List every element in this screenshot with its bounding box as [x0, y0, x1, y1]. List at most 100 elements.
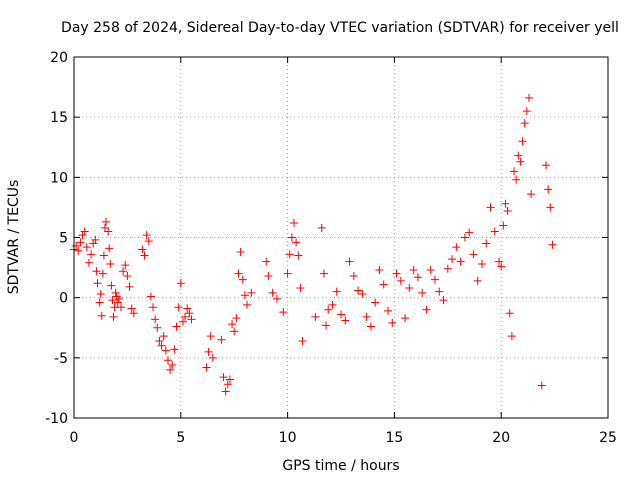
data-point	[456, 257, 465, 266]
data-point	[111, 288, 120, 297]
data-point	[516, 157, 525, 166]
data-point	[108, 296, 117, 305]
data-point	[460, 233, 469, 242]
y-tick-label: 5	[59, 231, 68, 247]
data-point	[505, 309, 514, 318]
data-point	[497, 262, 506, 271]
data-point	[499, 221, 508, 230]
data-point	[80, 227, 89, 236]
data-point	[520, 119, 529, 128]
data-point	[527, 190, 536, 199]
y-tick-label: 0	[59, 291, 68, 307]
data-point	[89, 239, 98, 248]
data-point	[153, 323, 162, 332]
data-point	[163, 356, 172, 365]
data-point	[243, 300, 252, 309]
data-point	[317, 223, 326, 232]
data-point	[510, 167, 519, 176]
y-tick-label: -5	[54, 351, 68, 367]
data-point	[74, 246, 83, 255]
data-point	[92, 267, 101, 276]
data-point	[106, 259, 115, 268]
data-point	[426, 265, 435, 274]
x-tick-label: 25	[599, 430, 617, 446]
data-point	[129, 309, 138, 318]
data-point	[142, 231, 151, 240]
data-point	[465, 228, 474, 237]
data-point	[349, 272, 358, 281]
data-point	[221, 387, 230, 396]
data-point	[102, 217, 111, 226]
data-point	[418, 288, 427, 297]
data-point	[114, 294, 123, 303]
data-point	[290, 219, 299, 228]
y-tick-label: 20	[50, 50, 68, 66]
data-point	[138, 245, 147, 254]
data-point	[503, 207, 512, 216]
data-point	[324, 305, 333, 314]
data-point	[159, 332, 168, 341]
data-point	[392, 269, 401, 278]
data-point	[202, 363, 211, 372]
data-point	[166, 365, 175, 374]
data-point	[469, 250, 478, 259]
data-point	[161, 346, 170, 355]
x-axis-label: GPS time / hours	[282, 458, 399, 474]
data-point	[435, 287, 444, 296]
data-point	[228, 320, 237, 329]
data-point	[187, 315, 196, 324]
data-point	[473, 276, 482, 285]
data-point	[546, 203, 555, 212]
data-point	[208, 353, 217, 362]
data-point	[264, 272, 273, 281]
data-point	[396, 276, 405, 285]
data-point	[296, 284, 305, 293]
data-point	[405, 284, 414, 293]
data-point	[113, 298, 122, 307]
data-point	[548, 240, 557, 249]
data-point	[490, 227, 499, 236]
axis-ticks: 0 5 10 15 20 25 -10 -5 0 5 10 15 20	[45, 50, 617, 446]
data-point	[332, 287, 341, 296]
data-point	[99, 251, 108, 260]
data-point	[172, 322, 181, 331]
data-point	[383, 306, 392, 315]
data-point	[514, 151, 523, 160]
x-tick-label: 0	[70, 430, 79, 446]
data-point	[238, 275, 247, 284]
data-point	[82, 243, 91, 252]
data-point	[116, 303, 125, 312]
data-point	[337, 310, 345, 319]
data-point	[151, 315, 160, 324]
x-tick-label: 20	[492, 430, 510, 446]
y-tick-label: -10	[45, 411, 68, 427]
data-point	[279, 308, 288, 317]
data-point	[439, 296, 448, 305]
data-point	[123, 272, 132, 281]
data-point	[72, 241, 81, 250]
data-point	[512, 175, 521, 184]
data-point	[524, 93, 533, 102]
data-point	[206, 332, 215, 341]
data-point	[87, 250, 96, 259]
data-point	[104, 227, 113, 236]
data-point	[146, 292, 155, 301]
data-point	[97, 311, 106, 320]
data-point	[268, 288, 277, 297]
chart-title: Day 258 of 2024, Sidereal Day-to-day VTE…	[61, 20, 619, 36]
data-point	[486, 203, 495, 212]
data-point	[149, 303, 158, 312]
data-point	[240, 291, 249, 300]
data-point	[223, 380, 232, 389]
data-point	[125, 282, 134, 291]
data-point	[236, 247, 245, 256]
data-point	[328, 300, 337, 309]
data-point	[298, 336, 307, 345]
data-point	[375, 265, 384, 274]
data-points	[70, 93, 557, 396]
data-point	[204, 347, 213, 356]
data-point	[495, 257, 504, 266]
data-point	[183, 304, 192, 313]
data-point	[311, 312, 320, 321]
